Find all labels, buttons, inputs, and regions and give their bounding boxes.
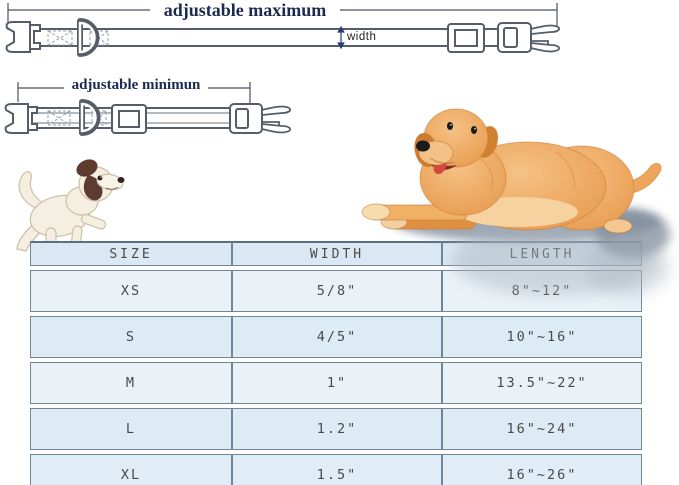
length-cell: 10"~16" [442,316,642,358]
adjustable-minimum-label: adjustable minimun [71,77,201,93]
collar-maximum-diagram-icon [5,3,561,57]
table-row-xs: XS 5/8" 8"~12" [30,270,642,312]
length-cell: 16"~24" [442,408,642,450]
size-cell: L [30,408,232,450]
width-cell: 4/5" [232,316,442,358]
size-cell: XL [30,454,232,485]
size-table: SIZE WIDTH LENGTH XS 5/8" 8"~12" S 4/5" … [30,237,642,485]
size-cell: M [30,362,232,404]
width-cell: 1" [232,362,442,404]
width-dimension-label: width [347,31,377,43]
collar-minimum-diagram-icon [4,82,292,136]
col-header-size: SIZE [30,241,232,266]
size-cell: S [30,316,232,358]
width-cell: 5/8" [232,270,442,312]
size-cell: XS [30,270,232,312]
width-cell: 1.5" [232,454,442,485]
table-row-l: L 1.2" 16"~24" [30,408,642,450]
table-row-m: M 1" 13.5"~22" [30,362,642,404]
dog-shadow [586,238,670,296]
col-header-width: WIDTH [232,241,442,266]
table-row-s: S 4/5" 10"~16" [30,316,642,358]
length-cell: 16"~26" [442,454,642,485]
adjustable-maximum-label: adjustable maximum [163,0,327,20]
table-header-row: SIZE WIDTH LENGTH [30,241,642,266]
length-cell: 8"~12" [442,270,642,312]
width-cell: 1.2" [232,408,442,450]
table-row-xl: XL 1.5" 16"~26" [30,454,642,485]
length-cell: 13.5"~22" [442,362,642,404]
large-dog-illustration [361,108,662,234]
